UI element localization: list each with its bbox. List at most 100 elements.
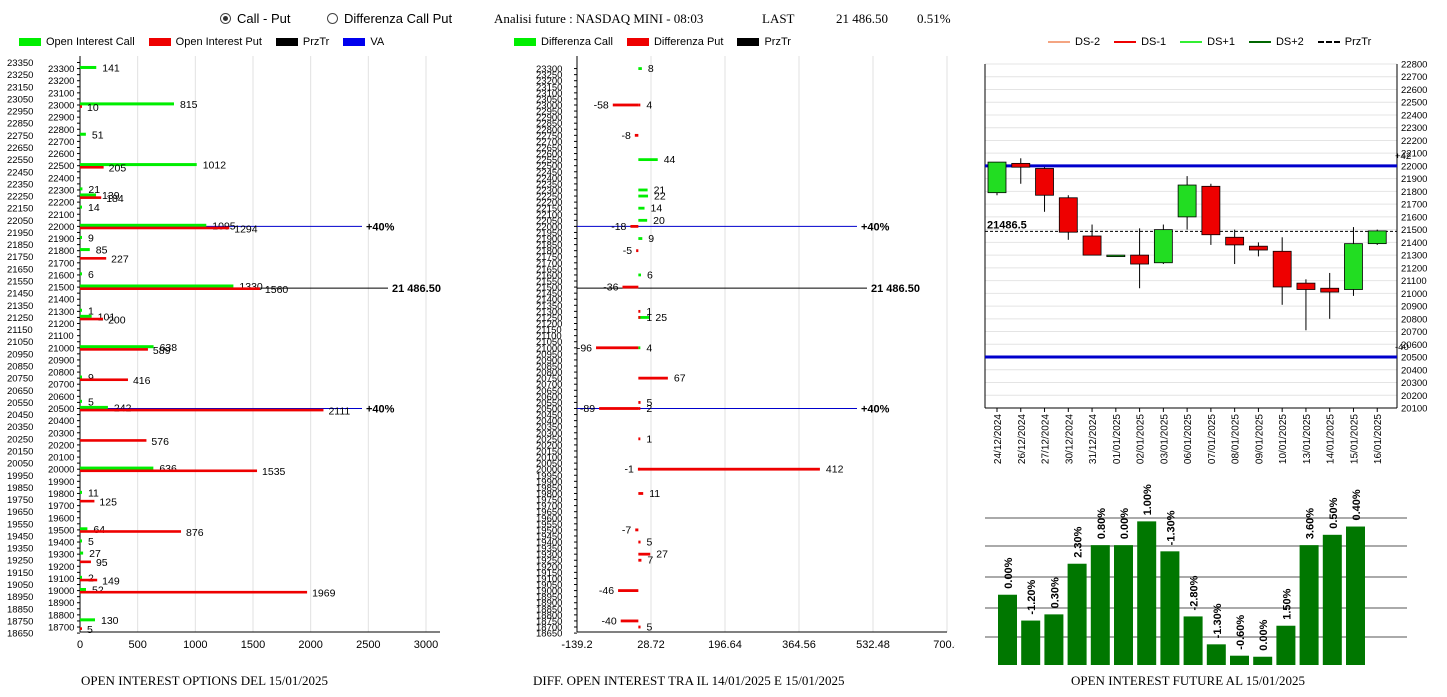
y-tick-label: 20400 <box>1401 365 1427 376</box>
put-bar <box>80 196 102 199</box>
radio-differenza[interactable]: Differenza Call Put <box>327 11 452 26</box>
radio-unselected-icon <box>327 13 338 24</box>
radio-call-put-label: Call - Put <box>237 11 291 26</box>
strike-tick-label: 19350 <box>536 544 562 555</box>
strike-tick-label: 22400 <box>48 173 74 184</box>
put-bar <box>80 578 98 582</box>
x-tick-label: 27/12/2024 <box>1041 414 1052 464</box>
strike-tick-label: 21950 <box>536 228 562 239</box>
x-tick-label: 30/12/2024 <box>1064 414 1075 464</box>
call-bar <box>80 284 234 288</box>
call-bar <box>80 539 82 543</box>
strike-tick-label: 23100 <box>536 88 562 99</box>
strike-tick-label: 18650 <box>536 629 562 640</box>
x-tick-label: 0 <box>77 639 83 651</box>
diff-put-bar-value-label: 1 <box>646 433 652 445</box>
strike-tick-label: 23200 <box>48 76 74 87</box>
strike-tick-label: 19300 <box>48 550 74 561</box>
y-tick-label: 22600 <box>1401 85 1427 96</box>
put-bar <box>80 348 148 351</box>
put-value-label: 876 <box>186 527 204 539</box>
call-value-label: 130 <box>101 615 119 627</box>
diff-put-bar-value-label: -46 <box>599 585 614 597</box>
candle-body <box>1320 287 1340 293</box>
price-line-label: 21 486.50 <box>871 283 920 295</box>
strike-tick-label: 19900 <box>536 477 562 488</box>
y-tick-label: 21400 <box>1401 238 1427 249</box>
future-bar <box>1322 534 1342 665</box>
radio-call-put[interactable]: Call - Put <box>220 11 290 26</box>
call-bar <box>80 193 97 197</box>
call-value-label: 9 <box>88 233 94 245</box>
legend-item-prztr: PrzTr <box>737 36 791 48</box>
strike-tick-label: 20500 <box>48 404 74 415</box>
strike-tick-label: 20700 <box>48 380 74 391</box>
call-bar <box>80 205 82 209</box>
call-bar <box>80 248 90 252</box>
diff-put-bar-value-label: 67 <box>674 373 686 385</box>
strike-tick-label: 18750 <box>536 616 562 627</box>
strike-tick-label: 18750 <box>7 616 33 627</box>
strike-tick-label: 19950 <box>536 471 562 482</box>
call-value-label: 638 <box>160 342 178 354</box>
diff-call-bar-value-label: 8 <box>648 63 654 75</box>
future-bar <box>1253 656 1273 665</box>
strike-tick-label: 20950 <box>536 349 562 360</box>
strike-tick-label: 19650 <box>7 507 33 518</box>
diff-call-bar <box>638 316 650 319</box>
y-tick-label: 20600 <box>1401 340 1427 351</box>
diff-put-bar-value-label: -36 <box>603 282 618 294</box>
call-bar <box>80 490 82 494</box>
future-bar-label: -0.60% <box>1235 615 1247 650</box>
strike-tick-label: 21100 <box>536 331 562 342</box>
diff-put-bar <box>638 558 642 562</box>
strike-tick-label: 21600 <box>536 270 562 281</box>
strike-tick-label: 21450 <box>7 289 33 300</box>
strike-tick-label: 22850 <box>7 119 33 130</box>
strike-tick-label: 20500 <box>536 404 562 415</box>
strike-tick-label: 20000 <box>536 465 562 476</box>
diff-put-bar-value-label: 5 <box>647 397 653 409</box>
future-bar-label: -2.80% <box>1189 575 1201 610</box>
strike-tick-label: 21700 <box>536 258 562 269</box>
put-bar <box>80 439 147 442</box>
strike-tick-label: 21100 <box>48 331 74 342</box>
put-bar <box>80 469 258 473</box>
strike-tick-label: 20400 <box>48 416 74 427</box>
x-tick-label: 196.64 <box>708 639 742 651</box>
put-value-label: 2111 <box>328 405 350 417</box>
strike-tick-label: 18800 <box>48 610 74 621</box>
strike-tick-label: 23150 <box>536 82 562 93</box>
strike-tick-label: 22600 <box>48 149 74 160</box>
diff-put-bar-value-label: -7 <box>622 524 631 536</box>
diff-put-bar <box>612 103 639 107</box>
x-tick-label: 15/01/2025 <box>1349 414 1360 464</box>
diff-call-bar-value-label: 22 <box>654 191 666 203</box>
strike-tick-label: 22600 <box>536 149 562 160</box>
strike-tick-label: 19050 <box>536 580 562 591</box>
y-tick-label: 21000 <box>1401 289 1427 300</box>
future-bar-label: 0.50% <box>1328 497 1340 528</box>
strike-tick-label: 21650 <box>536 264 562 275</box>
put-value-label: 95 <box>96 557 108 569</box>
last-change: 0.51% <box>917 11 951 26</box>
strike-tick-label: 22150 <box>536 204 562 215</box>
future-bar-label: 1.00% <box>1142 484 1154 515</box>
put-bar <box>80 105 82 108</box>
strike-tick-label: 23050 <box>7 94 33 105</box>
x-tick-label: 14/01/2025 <box>1326 414 1337 464</box>
call-value-label: 1012 <box>203 160 227 172</box>
strike-tick-label: 23250 <box>536 70 562 81</box>
call-bar <box>80 466 154 470</box>
call-bar <box>80 308 82 312</box>
x-tick-label: 08/01/2025 <box>1231 414 1242 464</box>
strike-tick-label: 18900 <box>536 598 562 609</box>
call-value-label: 1095 <box>212 220 236 232</box>
call-bar <box>80 399 82 403</box>
diff-put-bar-value-label: 1 <box>646 306 652 318</box>
analysis-title: Analisi future : NASDAQ MINI - 08:03 <box>494 11 704 26</box>
x-tick-label: 3000 <box>414 639 438 651</box>
future-bar <box>1090 545 1110 665</box>
diff-put-bar <box>638 309 641 313</box>
